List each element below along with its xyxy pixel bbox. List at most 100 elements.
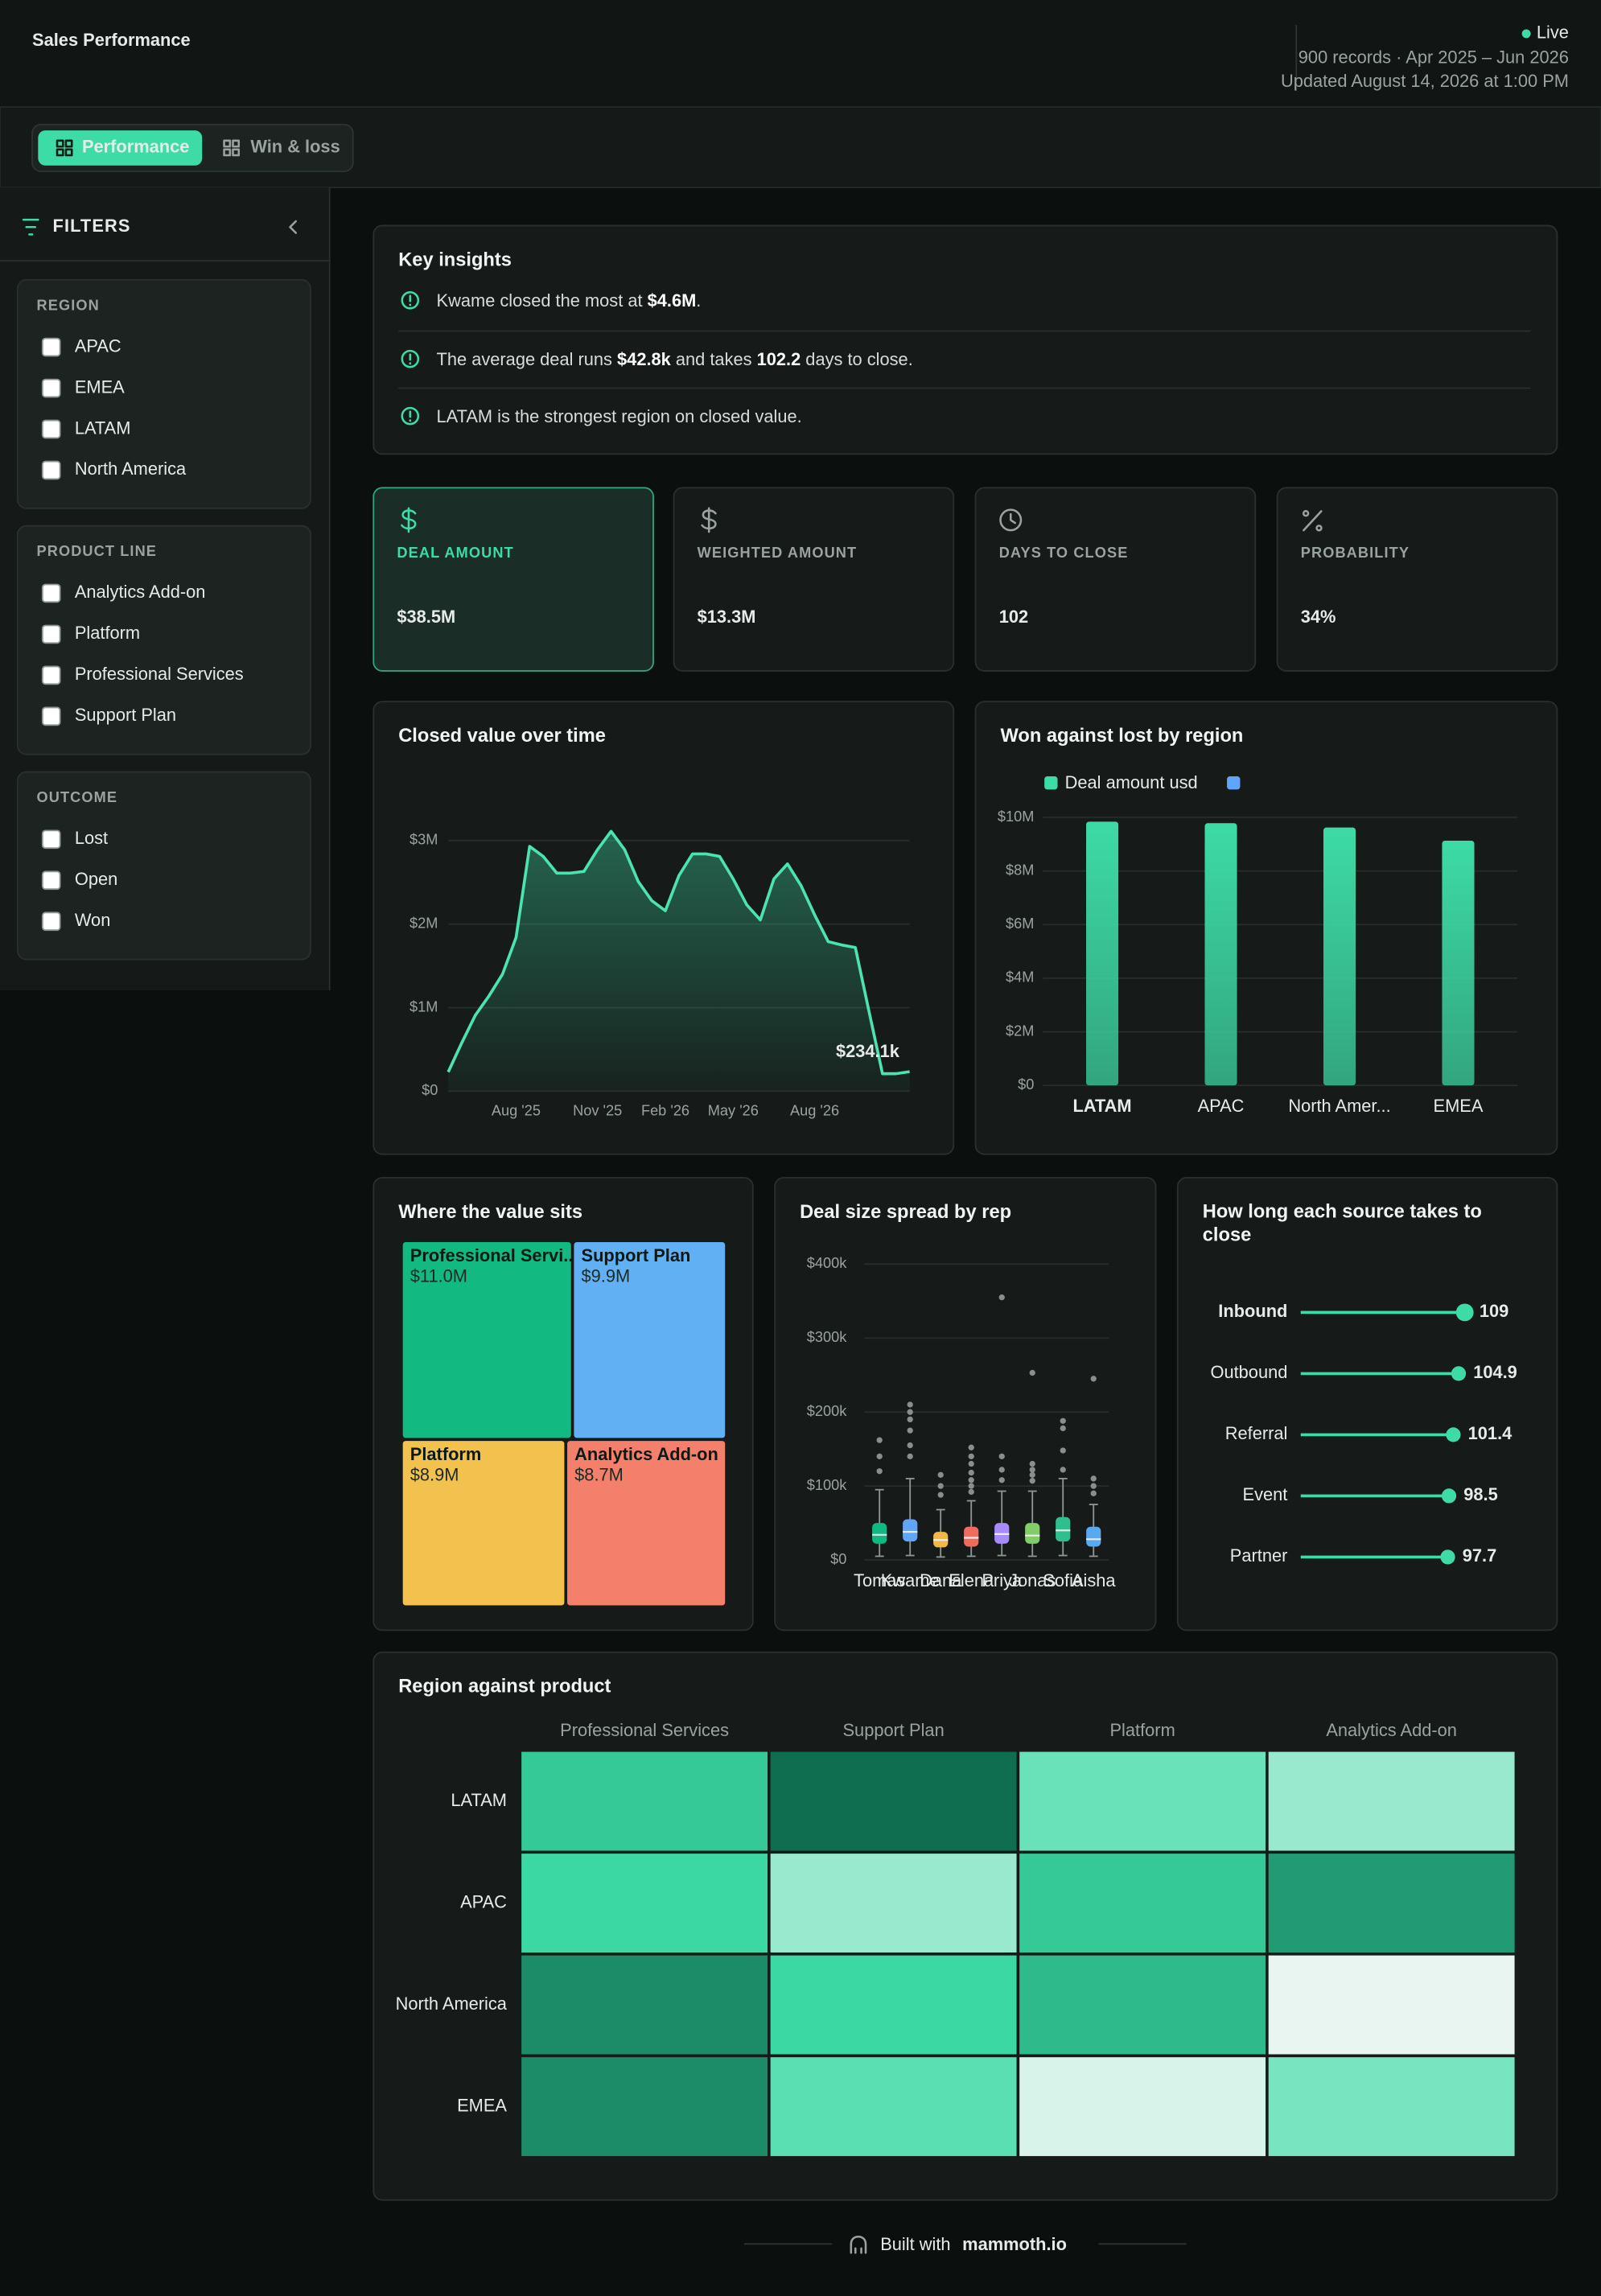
filter-option[interactable]: Analytics Add-on <box>75 582 206 602</box>
x-tick-label: Tomas <box>854 1570 905 1590</box>
heat-cell <box>1019 1751 1266 1851</box>
filter-option[interactable]: APAC <box>75 335 121 356</box>
heat-cell <box>521 1955 768 2055</box>
lollipop-dot <box>1441 1488 1457 1504</box>
filter-group-title: PRODUCT LINE <box>37 543 158 559</box>
checkbox[interactable] <box>41 870 61 891</box>
lollipop-dot <box>1440 1549 1455 1565</box>
y-tick-label: $200k <box>807 1403 847 1419</box>
kpi-icon <box>401 507 417 533</box>
filter-option[interactable]: North America <box>75 459 187 479</box>
y-tick-label: $2M <box>410 915 438 931</box>
lollipop-dot <box>1446 1427 1461 1442</box>
kpi-card <box>974 487 1257 672</box>
checkbox[interactable] <box>41 829 61 850</box>
y-tick-label: $1M <box>410 998 438 1014</box>
checkbox[interactable] <box>41 337 61 357</box>
row-label: EMEA <box>457 2095 507 2115</box>
tab-active[interactable] <box>38 130 203 166</box>
insight-part: and takes <box>671 349 757 369</box>
box <box>1025 1523 1040 1544</box>
outlier <box>1060 1418 1066 1424</box>
y-tick-label: $0 <box>1018 1076 1034 1092</box>
heat-cell <box>1268 1751 1515 1851</box>
outlier <box>968 1453 974 1459</box>
tile-value: $8.7M <box>574 1465 624 1485</box>
x-tick-label: Priya <box>982 1570 1023 1590</box>
kpi-label: DEAL AMOUNT <box>397 545 513 561</box>
chart-card <box>974 701 1558 1155</box>
content: Sales Performance Live 900 records · Apr 2… <box>16 23 1569 2254</box>
box <box>903 1519 918 1542</box>
heat-cell <box>521 1751 768 1851</box>
outlier <box>937 1492 944 1498</box>
chart-title: Closed value over time <box>398 726 606 747</box>
outlier <box>998 1467 1005 1473</box>
outlier <box>1060 1467 1066 1473</box>
checkbox[interactable] <box>41 624 61 644</box>
bar <box>1442 840 1475 1086</box>
kpi-value: 34% <box>1301 607 1336 627</box>
x-tick-label: Feb '26 <box>641 1103 689 1119</box>
insight-part: LATAM is the strongest region on closed … <box>437 406 802 426</box>
insight-icon <box>401 406 420 426</box>
checkbox[interactable] <box>41 583 61 603</box>
y-tick-label: $100k <box>807 1477 847 1493</box>
row-label: Event <box>1243 1484 1288 1504</box>
checkbox[interactable] <box>41 665 61 685</box>
y-tick-label: $6M <box>1006 916 1034 932</box>
column-label: Analytics Add-on <box>1326 1720 1457 1740</box>
tile-value: $11.0M <box>410 1265 467 1286</box>
box <box>1086 1526 1101 1547</box>
filter-option[interactable]: Professional Services <box>75 664 244 684</box>
heat-cell <box>521 2057 768 2157</box>
filter-option[interactable]: EMEA <box>75 376 125 397</box>
filter-option[interactable]: Platform <box>75 623 140 643</box>
kpi-icon <box>1302 510 1323 532</box>
heat-cell <box>1019 2057 1266 2157</box>
chart-title: Deal size spread by rep <box>800 1202 1011 1223</box>
x-tick-label: Aug '26 <box>790 1103 839 1119</box>
tab-label[interactable]: Win & loss <box>250 137 340 157</box>
footer-brand[interactable]: mammoth.io <box>962 2234 1067 2254</box>
heat-cell <box>1268 2057 1515 2157</box>
header-bar <box>0 0 1601 107</box>
tab-label[interactable]: Performance <box>82 137 189 157</box>
checkbox[interactable] <box>41 911 61 932</box>
x-tick-label: Kwame <box>881 1570 940 1590</box>
filter-option[interactable]: Open <box>75 869 117 889</box>
insight-icon <box>401 290 420 310</box>
filter-option[interactable]: Support Plan <box>75 705 176 725</box>
insight-part: $42.8k <box>617 349 672 369</box>
tile-value: $8.9M <box>410 1465 459 1485</box>
filter-option[interactable]: Lost <box>75 828 108 848</box>
filter-option[interactable]: Won <box>75 910 111 930</box>
outlier <box>876 1468 883 1475</box>
checkbox[interactable] <box>41 460 61 480</box>
heat-cell <box>1019 1955 1266 2055</box>
tab-bar <box>0 106 1601 189</box>
checkbox[interactable] <box>41 706 61 726</box>
kpi-icon <box>999 508 1023 532</box>
box <box>872 1523 887 1544</box>
checkbox[interactable] <box>41 419 61 439</box>
bar <box>1086 821 1119 1086</box>
checkbox[interactable] <box>41 378 61 398</box>
updated-time: Updated August 14, 2026 at 1:00 PM <box>1281 71 1569 91</box>
insight-icon <box>401 349 420 368</box>
outlier <box>998 1453 1005 1459</box>
filter-option[interactable]: LATAM <box>75 418 131 438</box>
x-tick-label: Aisha <box>1072 1570 1116 1590</box>
kpi-value: $38.5M <box>397 607 455 627</box>
insight-part: The average deal runs <box>437 349 618 369</box>
row-label: APAC <box>460 1891 507 1911</box>
outlier <box>907 1442 913 1449</box>
collapse-button[interactable] <box>289 220 298 234</box>
kpi-card <box>1276 487 1558 672</box>
record-summary: 900 records · Apr 2025 – Jun 2026 <box>1298 47 1569 68</box>
outlier <box>907 1416 913 1423</box>
filter-group <box>16 278 311 509</box>
filter-group <box>16 771 311 961</box>
y-tick-label: $0 <box>830 1551 846 1567</box>
